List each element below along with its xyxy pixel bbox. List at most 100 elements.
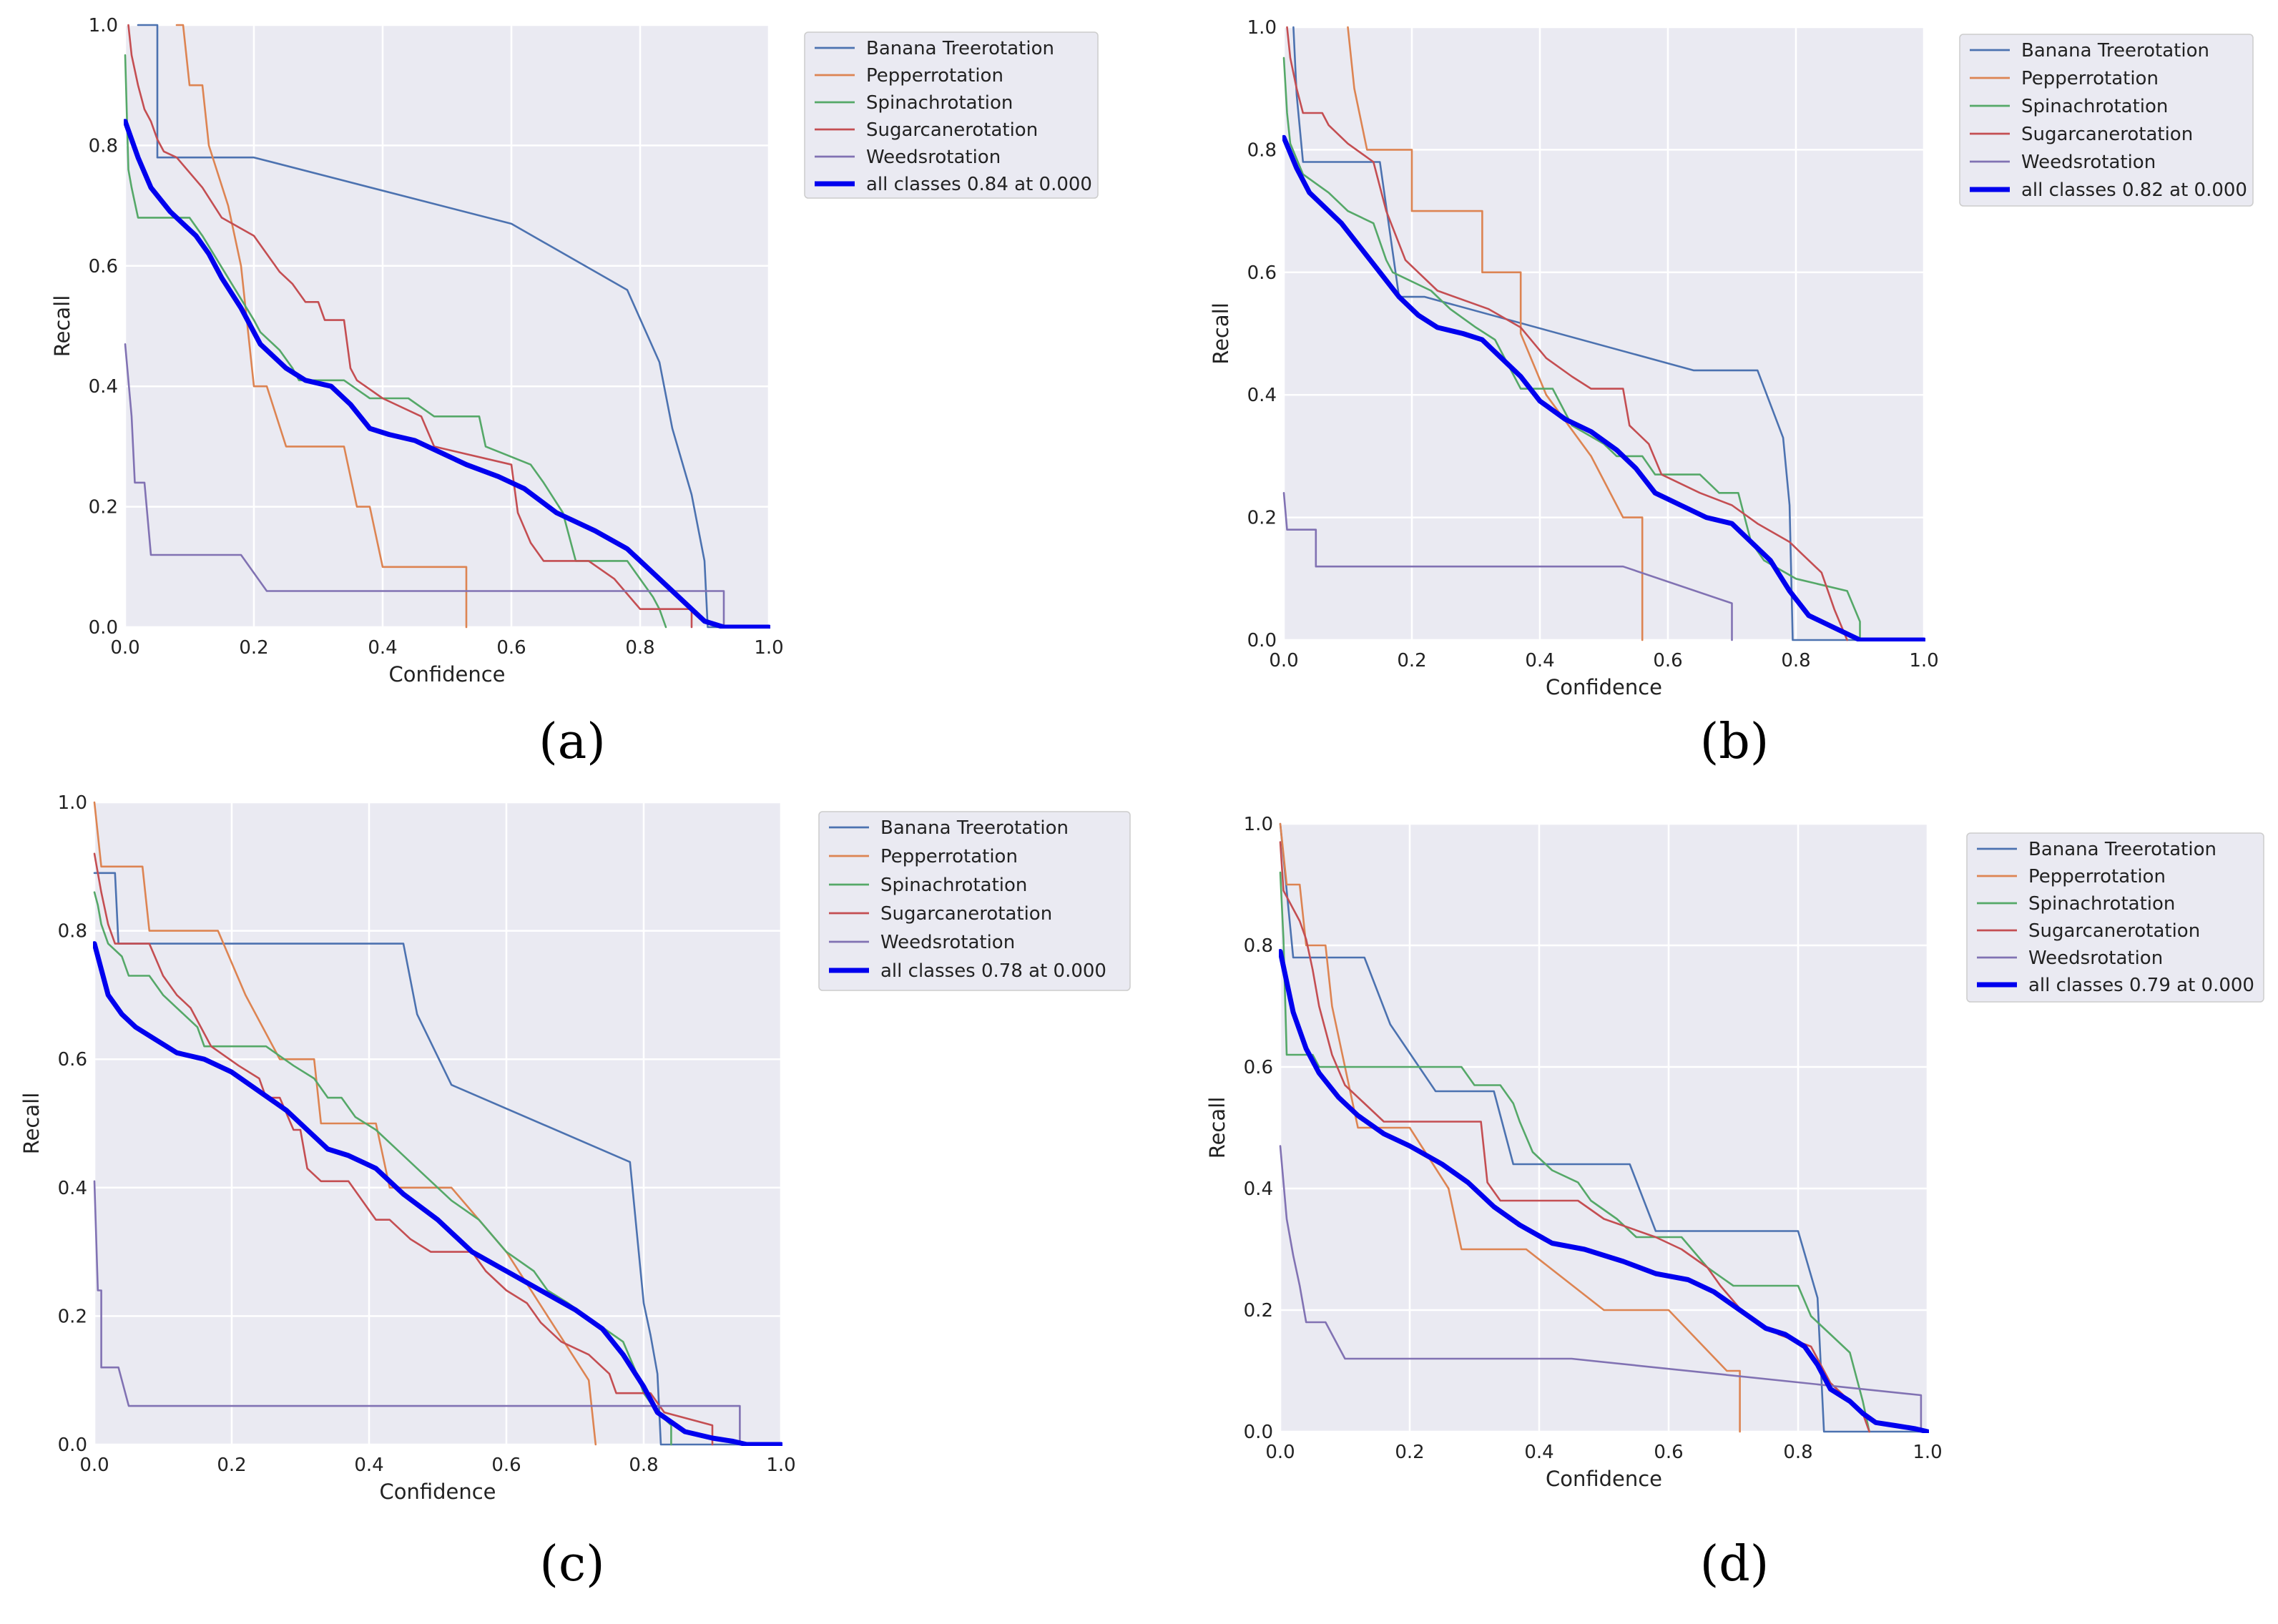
panel-a-legend-entry-pepperrotation: Pepperrotation <box>866 65 1003 87</box>
panel-d-y-tick-label: 0.0 <box>1244 1422 1273 1443</box>
panel-b-legend-entry-all-classes: all classes 0.82 at 0.000 <box>2021 179 2247 201</box>
panel-b-x-axis-label: Confidence <box>1546 675 1662 699</box>
panel-a-y-tick-label: 0.6 <box>89 256 118 277</box>
panel-c-x-tick-label: 0.6 <box>491 1455 521 1476</box>
panel-c-y-tick-label: 0.8 <box>58 921 87 943</box>
panel-c-legend-entry-spinachrotation: Spinachrotation <box>880 875 1027 896</box>
panel-d-x-tick-label: 0.2 <box>1395 1442 1424 1463</box>
panel-d-y-tick-label: 0.4 <box>1244 1178 1273 1200</box>
panel-d-x-axis-label: Confidence <box>1546 1467 1662 1491</box>
panel-d-y-tick-label: 0.8 <box>1244 935 1273 957</box>
panel-d-x-tick-label: 0.6 <box>1654 1442 1683 1463</box>
panel-c-legend-entry-all-classes: all classes 0.78 at 0.000 <box>880 960 1106 982</box>
panel-d: 0.0 0.2 0.4 0.6 0.8 1.0 0.0 0.2 0.4 0.6 0.8 1.0 Conf… <box>1205 814 2264 1593</box>
panel-d-label: (d) <box>1700 1536 1769 1593</box>
panel-d-series-weedsrotation-line <box>1279 1145 1923 1433</box>
panel-d-legend-box <box>1966 832 2264 1003</box>
panel-c-y-axis-label: Recall <box>19 1093 44 1155</box>
panel-a-x-tick-label: 0.4 <box>368 637 397 659</box>
panel-b-legend-entry-pepperrotation: Pepperrotation <box>2021 68 2159 89</box>
panel-a-series-weedsrotation-line <box>124 343 725 629</box>
panel-c-x-tick-label: 0.8 <box>629 1455 658 1476</box>
panel-c-legend-box <box>818 811 1131 991</box>
panel-c-y-tick-label: 0.2 <box>58 1306 87 1327</box>
panel-d-x-tick-label: 0.4 <box>1524 1442 1553 1463</box>
panel-d-series-all-classes-line <box>1279 949 1929 1433</box>
panel-c-x-tick-label: 1.0 <box>766 1455 795 1476</box>
panel-c-series-sugarcanerotation-line <box>93 852 714 1446</box>
panel-c-y-tick-label: 1.0 <box>58 792 87 814</box>
panel-a-series-all-classes-line <box>124 119 770 629</box>
panel-b-y-tick-label: 0.0 <box>1247 630 1277 651</box>
panel-b-x-tick-label: 0.0 <box>1269 650 1298 671</box>
panel-d-y-tick-label: 0.6 <box>1244 1057 1273 1078</box>
panel-c-x-tick-label: 0.0 <box>79 1455 109 1476</box>
panel-a-legend-box <box>804 31 1099 199</box>
panel-c-series-spinachrotation-line <box>93 891 672 1446</box>
panel-b-y-tick-label: 0.2 <box>1247 508 1277 529</box>
panel-b-x-tick-label: 1.0 <box>1909 650 1938 671</box>
panel-d-legend-entry-all-classes: all classes 0.79 at 0.000 <box>2028 975 2254 996</box>
panel-b-legend-box <box>1959 34 2254 207</box>
panel-a-legend-entry-sugarcanerotation: Sugarcanerotation <box>866 119 1038 141</box>
panel-d-series-banana-treerotation-line <box>1279 822 1929 1433</box>
panel-a-legend-entry-weedsrotation: Weedsrotation <box>866 147 1001 168</box>
panel-d-y-axis-label: Recall <box>1205 1097 1229 1159</box>
panel-a-y-tick-label: 0.4 <box>89 376 118 398</box>
panel-a-plot-area <box>125 25 769 627</box>
panel-b-legend-entry-banana-treerotation: Banana Treerotation <box>2021 40 2209 61</box>
panel-c-x-tick-label: 0.4 <box>354 1455 383 1476</box>
panel-b-x-tick-label: 0.6 <box>1653 650 1682 671</box>
panel-d-legend-entry-banana-treerotation: Banana Treerotation <box>2028 839 2216 860</box>
panel-a-x-tick-label: 0.2 <box>239 637 268 659</box>
panel-c-label: (c) <box>539 1536 604 1593</box>
panel-d-legend-entry-weedsrotation: Weedsrotation <box>2028 948 2163 969</box>
panel-c-legend-entry-weedsrotation: Weedsrotation <box>880 932 1015 953</box>
panel-c-x-tick-label: 0.2 <box>217 1455 246 1476</box>
panel-b-x-tick-label: 0.8 <box>1781 650 1810 671</box>
panel-d-y-tick-label: 1.0 <box>1244 814 1273 835</box>
panel-b-series-pepperrotation-line <box>1347 26 1644 641</box>
panel-a-x-tick-label: 1.0 <box>754 637 783 659</box>
panel-a-y-tick-label: 0.8 <box>89 135 118 157</box>
panel-b-legend-entry-spinachrotation: Spinachrotation <box>2021 96 2168 117</box>
panel-d-x-tick-label: 0.0 <box>1265 1442 1295 1463</box>
panel-a-series-pepperrotation-line <box>175 24 468 629</box>
panel-c-series-all-classes-line <box>93 941 782 1446</box>
panel-a-series-sugarcanerotation-line <box>127 24 693 629</box>
panel-a-series-spinachrotation-line <box>124 54 667 629</box>
panel-a-series-banana-treerotation-line <box>137 24 770 629</box>
panel-b-y-tick-label: 0.8 <box>1247 139 1277 161</box>
panel-b-y-axis-label: Recall <box>1209 302 1233 365</box>
panel-d-x-tick-label: 1.0 <box>1913 1442 1942 1463</box>
panel-a-series-group <box>124 24 770 629</box>
panel-c-legend-entry-pepperrotation: Pepperrotation <box>880 846 1018 867</box>
panel-d-legend-entry-sugarcanerotation: Sugarcanerotation <box>2028 920 2200 942</box>
panel-a-x-tick-label: 0.0 <box>110 637 139 659</box>
panel-c-y-tick-label: 0.4 <box>58 1178 87 1199</box>
panel-b-series-banana-treerotation-line <box>1292 26 1925 641</box>
panel-b-label: (b) <box>1700 714 1769 770</box>
panel-c-y-tick-label: 0.0 <box>58 1434 87 1456</box>
panel-b-series-all-classes-line <box>1282 134 1925 641</box>
panel-a-legend-entry-all-classes: all classes 0.84 at 0.000 <box>866 174 1092 195</box>
panel-c-series-group <box>93 801 782 1446</box>
panel-a-label: (a) <box>539 714 606 770</box>
panel-b-series-weedsrotation-line <box>1282 491 1733 641</box>
panel-c-series-weedsrotation-line <box>93 1180 741 1446</box>
panel-b-x-tick-label: 0.2 <box>1397 650 1426 671</box>
panel-c-y-tick-label: 0.6 <box>58 1049 87 1071</box>
panel-b-y-tick-label: 1.0 <box>1247 17 1277 39</box>
panel-b: 0.0 0.2 0.4 0.6 0.8 1.0 0.0 0.2 0.4 0.6 0.8 1.0 Conf… <box>1209 17 2254 770</box>
panel-d-legend-entry-pepperrotation: Pepperrotation <box>2028 866 2166 887</box>
panel-b-series-group <box>1282 26 1925 641</box>
panel-b-legend-entry-sugarcanerotation: Sugarcanerotation <box>2021 124 2193 145</box>
panel-d-series-spinachrotation-line <box>1279 871 1870 1433</box>
panel-d-y-tick-label: 0.2 <box>1244 1300 1273 1322</box>
panel-d-x-tick-label: 0.8 <box>1783 1442 1812 1463</box>
panel-a-y-tick-label: 1.0 <box>89 15 118 36</box>
panel-a: 0.0 0.2 0.4 0.6 0.8 1.0 0.0 0.2 0.4 0.6 0.8 1.0 Conf… <box>50 15 1099 770</box>
panel-b-y-tick-label: 0.6 <box>1247 262 1277 284</box>
panel-a-x-tick-label: 0.6 <box>496 637 526 659</box>
panel-b-legend-entry-weedsrotation: Weedsrotation <box>2021 152 2156 173</box>
